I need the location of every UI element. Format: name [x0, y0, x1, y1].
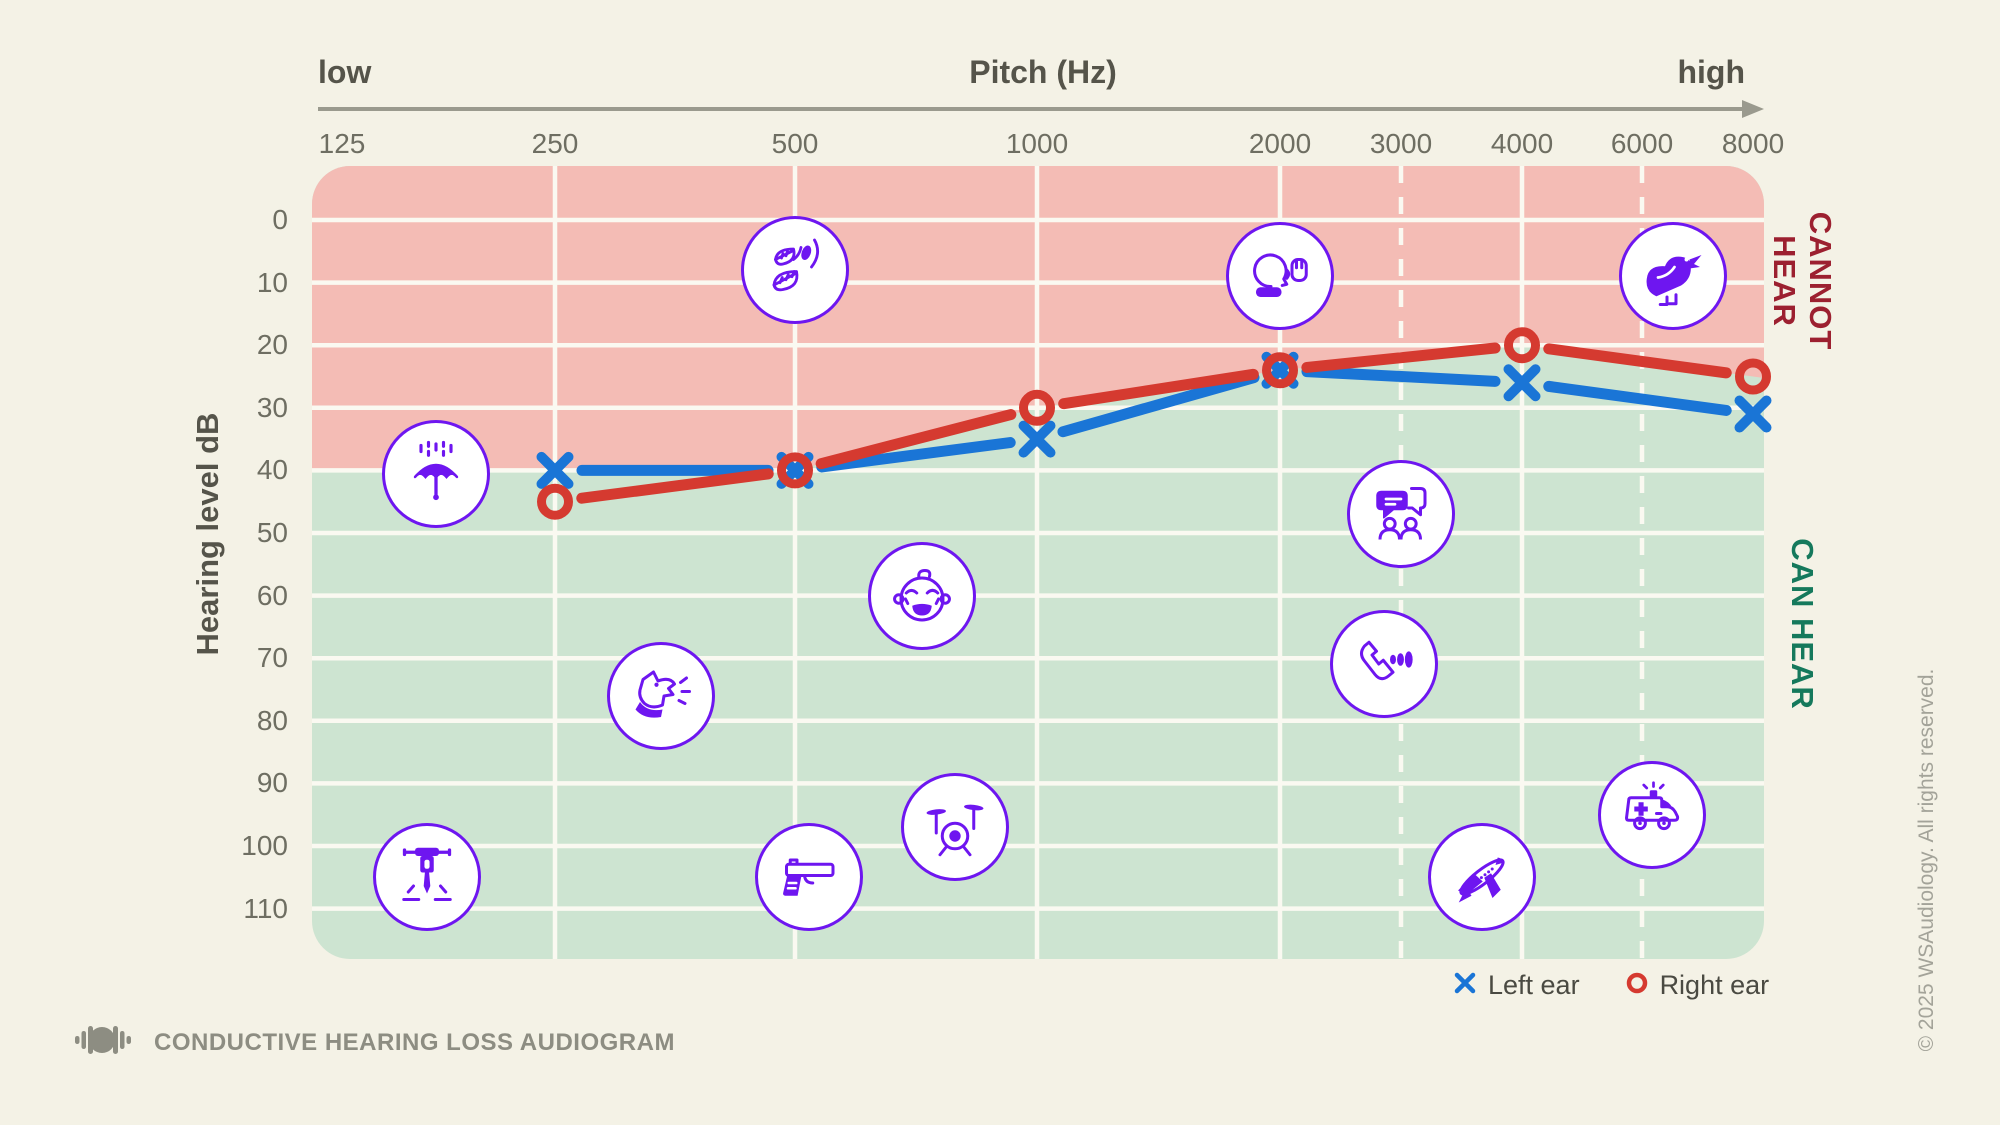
- right-ear-line-segment: [1543, 343, 1732, 379]
- whisper-icon: [1226, 222, 1334, 331]
- left-ear-line-segment: [816, 437, 1016, 473]
- drums-icon: [900, 773, 1009, 882]
- x-tick-500: 500: [771, 128, 819, 159]
- y-axis-ticks: 0 10 20 30 40 50 60 70 80 90 100 110: [168, 0, 288, 1125]
- right-ear-marker-4000hz: [1504, 327, 1540, 364]
- arrowhead-icon: [1742, 100, 1764, 118]
- x-tick-3000: 3000: [1369, 128, 1433, 159]
- x-tick-250: 250: [531, 128, 579, 159]
- y-tick-80: 80: [256, 704, 288, 736]
- legend: Left ear Right ear: [1452, 970, 1769, 1001]
- dog-barking-icon: [607, 641, 716, 750]
- conversation-icon: [1347, 460, 1455, 569]
- rain-umbrella-icon: [382, 419, 491, 528]
- soundwave-logo-icon: [74, 1018, 132, 1067]
- y-tick-100: 100: [241, 830, 288, 861]
- x-tick-4000: 4000: [1490, 128, 1554, 159]
- legend-right-ear-label: Right ear: [1659, 970, 1770, 1000]
- left-ear-marker-250hz: [536, 451, 574, 489]
- left-ear-marker-8000hz: [1734, 395, 1772, 433]
- legend-left-ear-label: Left ear: [1488, 970, 1580, 1000]
- airplane-icon: [1428, 823, 1537, 932]
- y-tick-110: 110: [243, 892, 288, 924]
- cannot-hear-label: CANNOT HEAR: [1767, 211, 1838, 351]
- gunshot-icon: [754, 823, 863, 932]
- x-axis-arrow: [318, 100, 1764, 118]
- right-ear-line-segment: [1058, 368, 1259, 410]
- legend-item-right-ear: Right ear: [1624, 970, 1770, 1001]
- x-axis-low-label: low: [318, 54, 372, 90]
- y-axis-title: Hearing level dB: [190, 412, 225, 656]
- right-ear-marker-2000hz: [1262, 352, 1298, 389]
- jackhammer-icon: [373, 823, 482, 932]
- phone-icon: [1329, 610, 1438, 719]
- left-ear-line-segment: [1301, 366, 1501, 387]
- ambulance-icon: [1597, 760, 1706, 869]
- right-ear-marker-500hz: [777, 452, 813, 489]
- y-tick-90: 90: [256, 767, 288, 799]
- right-ear-line-segment: [1301, 342, 1501, 373]
- x-tick-125: 125: [318, 128, 366, 159]
- left-ear-x-marker-icon: [1452, 970, 1478, 1001]
- footer-title: CONDUCTIVE HEARING LOSS AUDIOGRAM: [154, 1028, 675, 1056]
- crying-baby-icon: [868, 541, 977, 650]
- y-tick-0: 0: [272, 204, 288, 235]
- can-hear-label: CAN HEAR: [1785, 538, 1820, 710]
- right-ear-line-segment: [815, 409, 1017, 470]
- y-tick-60: 60: [256, 579, 288, 611]
- footer-brand: CONDUCTIVE HEARING LOSS AUDIOGRAM: [74, 1018, 675, 1067]
- audiogram-plot-area: [312, 166, 1772, 959]
- x-axis-high-label: high: [1677, 54, 1745, 90]
- x-tick-8000: 8000: [1721, 128, 1785, 159]
- y-tick-50: 50: [256, 517, 288, 548]
- falling-leaves-icon: [741, 216, 849, 325]
- chart-background: [312, 166, 1764, 959]
- left-ear-marker-4000hz: [1503, 364, 1541, 402]
- left-ear-line-segment: [1543, 380, 1732, 416]
- y-tick-10: 10: [256, 266, 288, 298]
- y-tick-70: 70: [256, 642, 288, 674]
- x-tick-2000: 2000: [1248, 128, 1312, 159]
- x-tick-1000: 1000: [1005, 128, 1069, 159]
- y-tick-40: 40: [256, 454, 288, 486]
- audiogram-chart: [312, 166, 1772, 959]
- right-ear-o-marker-icon: [1624, 970, 1650, 1001]
- right-ear-marker-1000hz: [1019, 389, 1055, 426]
- y-tick-20: 20: [256, 329, 288, 361]
- right-ear-marker-250hz: [537, 483, 573, 520]
- legend-item-left-ear: Left ear: [1452, 970, 1580, 1001]
- right-ear-line-segment: [576, 468, 774, 504]
- y-tick-30: 30: [256, 391, 288, 423]
- copyright-text: © 2025 WSAudiology. All rights reserved.: [1915, 668, 1938, 1052]
- x-axis-title: Pitch (Hz): [969, 54, 1117, 90]
- x-tick-6000: 6000: [1610, 128, 1674, 159]
- left-ear-marker-1000hz: [1018, 420, 1056, 458]
- bird-icon: [1618, 222, 1727, 331]
- right-ear-marker-8000hz: [1735, 358, 1771, 395]
- left-ear-line-segment: [1057, 372, 1260, 438]
